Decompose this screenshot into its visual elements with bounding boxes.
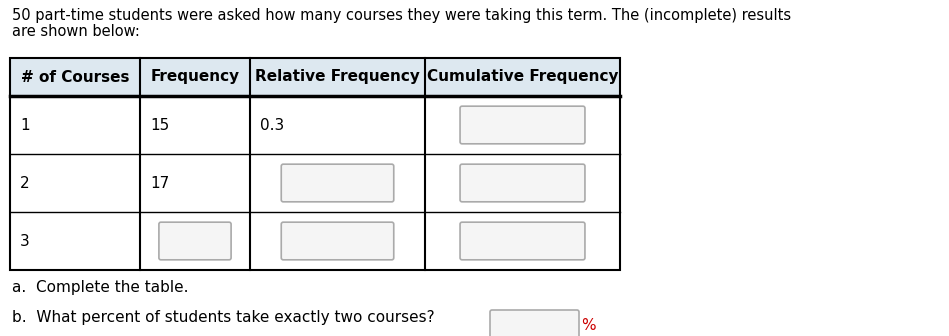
Text: Relative Frequency: Relative Frequency [255, 70, 420, 84]
FancyBboxPatch shape [281, 222, 394, 260]
FancyBboxPatch shape [460, 222, 585, 260]
Text: Frequency: Frequency [151, 70, 239, 84]
Bar [10, 58, 620, 96]
Text: 0.3: 0.3 [260, 118, 285, 132]
Text: b.  What percent of students take exactly two courses?: b. What percent of students take exactly… [12, 310, 435, 325]
Text: 2: 2 [20, 175, 29, 191]
Text: are shown below:: are shown below: [12, 24, 140, 39]
FancyBboxPatch shape [460, 164, 585, 202]
Text: 15: 15 [150, 118, 169, 132]
Text: 1: 1 [20, 118, 29, 132]
Text: a.  Complete the table.: a. Complete the table. [12, 280, 189, 295]
Text: Cumulative Frequency: Cumulative Frequency [427, 70, 618, 84]
Text: %: % [581, 319, 596, 334]
Text: 50 part-time students were asked how many courses they were taking this term. Th: 50 part-time students were asked how man… [12, 8, 791, 23]
FancyBboxPatch shape [281, 164, 394, 202]
FancyBboxPatch shape [460, 106, 585, 144]
Bar [10, 58, 620, 270]
FancyBboxPatch shape [490, 310, 579, 336]
FancyBboxPatch shape [158, 222, 232, 260]
Text: 3: 3 [20, 234, 29, 249]
Text: # of Courses: # of Courses [21, 70, 129, 84]
Text: 17: 17 [150, 175, 169, 191]
